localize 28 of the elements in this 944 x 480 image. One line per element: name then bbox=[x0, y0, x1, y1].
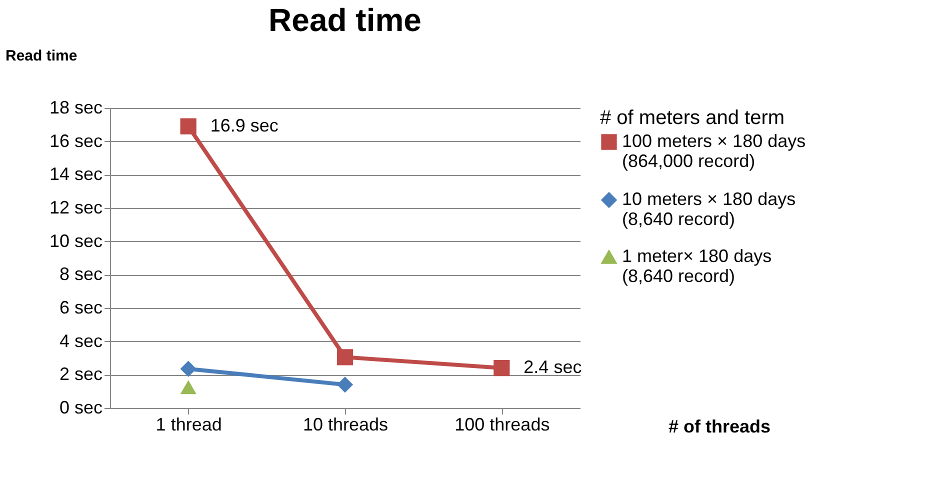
legend-label: 100 meters × 180 days (864,000 record) bbox=[622, 131, 806, 171]
y-tick-label: 10 sec bbox=[49, 230, 102, 251]
y-tick-label: 12 sec bbox=[49, 198, 102, 218]
legend-title: # of meters and term bbox=[600, 107, 785, 129]
y-tick-label: 6 sec bbox=[59, 298, 102, 318]
x-tick-label: 100 threads bbox=[454, 414, 550, 434]
x-tick-label: 1 thread bbox=[156, 414, 222, 434]
legend-label: 1 meter× 180 days (8,640 record) bbox=[622, 246, 772, 286]
y-tick-label: 2 sec bbox=[59, 364, 102, 384]
chart-title: Read time bbox=[6, 48, 78, 64]
x-tick-label: 10 threads bbox=[302, 414, 388, 434]
x-axis-title: # of threads bbox=[668, 416, 770, 436]
point bbox=[180, 118, 196, 134]
annotation: 2.4 sec bbox=[524, 357, 582, 377]
y-tick-label: 14 sec bbox=[49, 164, 102, 184]
point bbox=[336, 376, 354, 393]
y-tick-label: 4 sec bbox=[59, 330, 102, 351]
point bbox=[180, 360, 196, 377]
y-tick-label: 18 sec bbox=[49, 98, 102, 118]
annotation: 16.9 sec bbox=[210, 115, 278, 136]
y-tick-label: 8 sec bbox=[59, 264, 102, 284]
y-tick-label: 16 sec bbox=[49, 130, 102, 151]
legend-label: 10 meters × 180 days (8,640 record) bbox=[622, 189, 796, 229]
point bbox=[180, 380, 196, 394]
point bbox=[494, 360, 510, 376]
point bbox=[336, 349, 354, 366]
y-axis-title: Read time bbox=[268, 2, 422, 38]
y-tick-label: 0 sec bbox=[59, 398, 102, 418]
